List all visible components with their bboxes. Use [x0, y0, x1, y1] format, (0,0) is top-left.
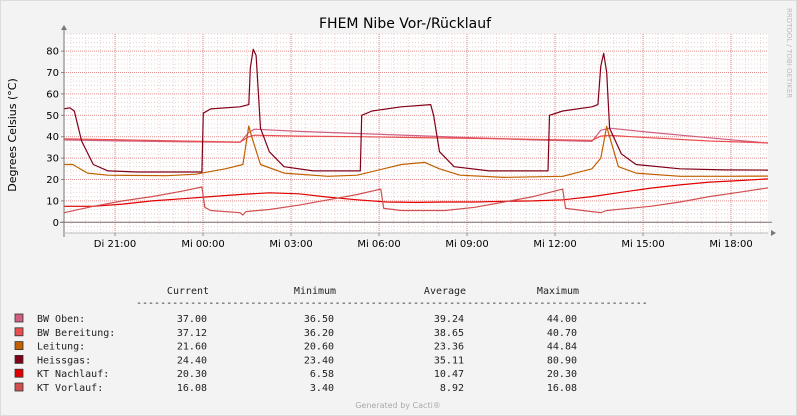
legend-swatch: [14, 354, 24, 364]
legend-value-current: 21.60: [177, 342, 207, 353]
rrdtool-credit: RRDTOOL / TOBI OETIKER: [785, 8, 793, 98]
legend-name: Leitung:: [37, 342, 85, 353]
y-tick-label: 20: [46, 175, 59, 186]
legend-value-maximum: 44.84: [547, 342, 577, 353]
grid: [64, 33, 768, 233]
y-tick-label: 10: [46, 196, 59, 207]
y-tick-label: 40: [46, 132, 59, 143]
x-tick-label: Mi 03:00: [269, 239, 312, 250]
legend-swatch: [14, 313, 24, 323]
legend-swatch: [14, 327, 24, 337]
y-tick-label: 0: [53, 218, 59, 229]
legend-value-minimum: 6.58: [310, 369, 334, 380]
legend-rule: ----------------------------------------…: [136, 298, 648, 309]
chart-title: FHEM Nibe Vor-/Rücklauf: [319, 16, 492, 32]
y-tick-label: 50: [46, 111, 59, 122]
series-line-5: [64, 178, 769, 207]
legend-value-average: 23.36: [434, 342, 464, 353]
legend-value-average: 35.11: [434, 355, 464, 366]
legend-value-maximum: 20.30: [547, 369, 577, 380]
series-line-3: [64, 125, 769, 178]
plot-area: [64, 34, 768, 233]
series-line-4: [63, 48, 769, 173]
legend-swatch: [14, 382, 24, 392]
legend-value-current: 37.12: [177, 328, 207, 339]
legend-name: BW Oben:: [37, 314, 85, 325]
x-tick-label: Mi 12:00: [533, 239, 576, 250]
y-axis-label: Degrees Celsius (°C): [6, 78, 19, 192]
legend-name: KT Vorlauf:: [37, 383, 103, 394]
legend-header-maximum: Maximum: [537, 286, 579, 297]
y-tick-label: 30: [46, 154, 59, 165]
legend-value-current: 37.00: [177, 314, 207, 325]
legend: Current Minimum Average Maximum------------…: [14, 286, 648, 394]
legend-value-minimum: 36.50: [304, 314, 334, 325]
x-tick-label: Mi 15:00: [621, 239, 664, 250]
legend-name: Heissgas:: [37, 355, 91, 366]
x-tick-label: Mi 09:00: [445, 239, 488, 250]
legend-value-maximum: 44.00: [547, 314, 577, 325]
legend-value-current: 16.08: [177, 383, 207, 394]
y-tick-label: 80: [46, 47, 59, 58]
series-group: [63, 48, 769, 216]
legend-header-average: Average: [424, 286, 466, 297]
x-axis-arrow: [771, 230, 776, 236]
y-tick-label: 60: [46, 89, 59, 100]
legend-header-minimum: Minimum: [294, 286, 336, 297]
legend-name: BW Bereitung:: [37, 328, 115, 339]
legend-value-minimum: 23.40: [304, 355, 334, 366]
legend-name: KT Nachlauf:: [37, 369, 109, 380]
x-tick-label: Mi 06:00: [357, 239, 400, 250]
axes: 0 10 20 30 40 50 60 70 80 Di 21:00 Mi 00:00 Mi 03:0…: [46, 25, 776, 250]
legend-swatch: [14, 368, 24, 378]
y-axis-arrow: [61, 25, 67, 30]
legend-swatch: [14, 341, 24, 351]
legend-value-maximum: 80.90: [547, 355, 577, 366]
legend-value-average: 38.65: [434, 328, 464, 339]
legend-value-minimum: 20.60: [304, 342, 334, 353]
x-tick-label: Di 21:00: [94, 239, 136, 250]
series-line-2: [63, 134, 769, 144]
legend-value-maximum: 40.70: [547, 328, 577, 339]
legend-value-minimum: 36.20: [304, 328, 334, 339]
legend-value-maximum: 16.08: [547, 383, 577, 394]
series-line-6: [63, 186, 769, 216]
legend-value-average: 39.24: [434, 314, 464, 325]
legend-value-average: 10.47: [434, 369, 464, 380]
legend-value-current: 20.30: [177, 369, 207, 380]
generated-by: Generated by Cacti®: [355, 401, 441, 410]
x-tick-label: Mi 00:00: [181, 239, 224, 250]
legend-value-average: 8.92: [440, 383, 464, 394]
x-tick-label: Mi 18:00: [709, 239, 752, 250]
legend-value-current: 24.40: [177, 355, 207, 366]
legend-header-current: Current: [167, 286, 209, 297]
legend-value-minimum: 3.40: [310, 383, 334, 394]
y-tick-label: 70: [46, 68, 59, 79]
